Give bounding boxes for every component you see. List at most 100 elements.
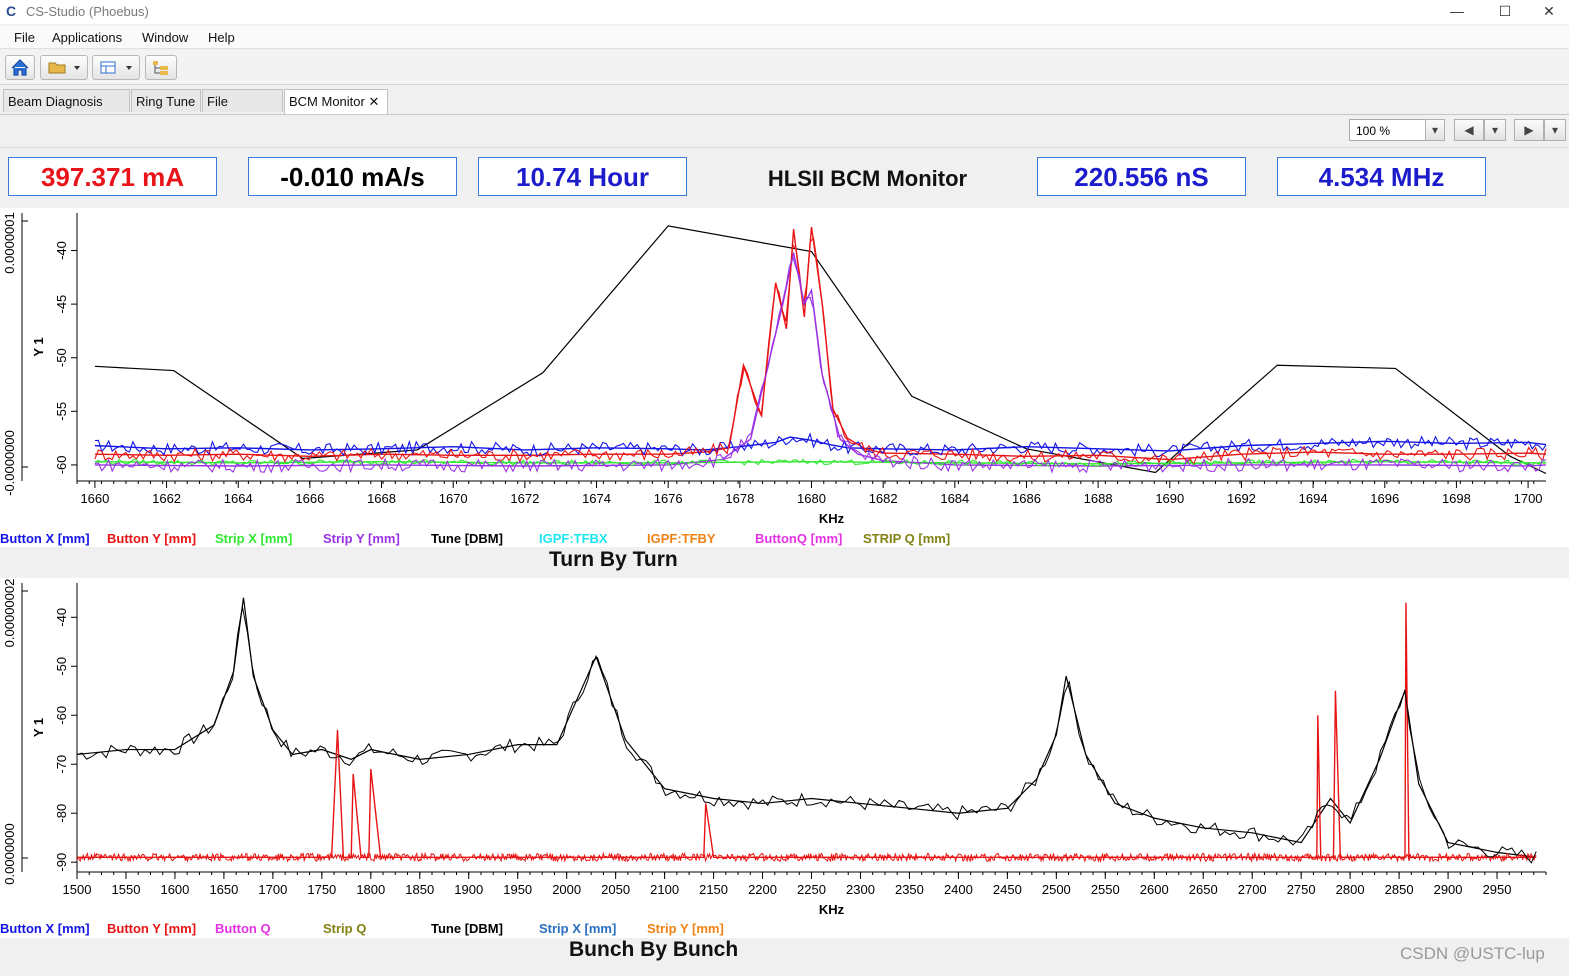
series-line	[77, 602, 1537, 859]
x-tick-label: 1850	[405, 882, 434, 897]
y-tick-label: -70	[54, 755, 69, 774]
back-button[interactable]: ◀	[1454, 119, 1484, 141]
x-tick-label: 2100	[650, 882, 679, 897]
x-tick-label: 2600	[1140, 882, 1169, 897]
chevron-down-icon: ▾	[1431, 123, 1439, 137]
menu-file[interactable]: File	[14, 30, 35, 45]
x-tick-label: 1678	[725, 491, 754, 506]
y-axis-label: Y 1	[31, 337, 46, 356]
x-axis-label: KHz	[819, 902, 845, 917]
menu-bar: File Applications Window Help	[0, 26, 1569, 49]
x-tick-label: 2000	[552, 882, 581, 897]
x-tick-label: 1800	[356, 882, 385, 897]
tree-icon	[153, 61, 168, 75]
x-tick-label: 1700	[258, 882, 287, 897]
menu-applications[interactable]: Applications	[52, 30, 123, 45]
x-tick-label: 1694	[1299, 491, 1328, 506]
legend-item: Button Y [mm]	[107, 921, 197, 936]
legend-item: Strip Y [mm]	[323, 531, 400, 546]
legend-item: Strip X [mm]	[539, 921, 617, 936]
x-tick-label: 1696	[1370, 491, 1399, 506]
maximize-button[interactable]: ☐	[1498, 3, 1512, 19]
zoom-value: 100 %	[1356, 124, 1391, 138]
close-window-button[interactable]: ✕	[1543, 3, 1555, 19]
arrow-left-icon: ◀	[1464, 123, 1474, 137]
zoom-select[interactable]: 100 %	[1349, 119, 1445, 141]
home-icon	[11, 59, 29, 76]
x-tick-label: 2300	[846, 882, 875, 897]
chevron-down-icon: ▾	[1551, 123, 1559, 137]
y2-tick-label: -0.0000000	[2, 430, 17, 496]
x-tick-label: 1682	[869, 491, 898, 506]
bunch-by-bunch-legend: Button X [mm] Button Y [mm] Button Q Strip …	[0, 921, 1569, 937]
x-tick-label: 1686	[1012, 491, 1041, 506]
bunch-by-bunch-title: Bunch By Bunch	[569, 938, 739, 961]
series-line	[76, 597, 1537, 858]
x-tick-label: 1650	[209, 882, 238, 897]
page-title: HLSII BCM Monitor	[767, 166, 968, 191]
x-tick-label: 2150	[699, 882, 728, 897]
tab-ring-tune[interactable]: Ring Tune	[131, 89, 201, 112]
y-tick-label: -60	[54, 456, 69, 475]
back-history-button[interactable]: ▾	[1484, 119, 1506, 141]
lifetime-readout: 10.74 Hour	[478, 157, 687, 196]
tab-bcm-monitor[interactable]: BCM Monitor ✕	[284, 89, 388, 114]
series-noise-line	[94, 458, 1547, 467]
menu-window[interactable]: Window	[142, 30, 189, 45]
frequency-readout: 4.534 MHz	[1277, 157, 1486, 196]
tab-label: Ring Tune	[136, 94, 196, 109]
tab-close-icon[interactable]: ✕	[368, 94, 380, 109]
series-noise-line	[94, 432, 1547, 458]
series-noise-line	[94, 255, 1547, 474]
series-noise-line	[76, 606, 1537, 864]
legend-item: Tune [DBM]	[431, 921, 503, 936]
x-tick-label: 2700	[1238, 882, 1267, 897]
tab-file-browser[interactable]: File Browser	[202, 89, 283, 132]
x-tick-label: 1692	[1227, 491, 1256, 506]
layout-button[interactable]	[92, 55, 140, 80]
x-tick-label: 2450	[993, 882, 1022, 897]
series-line	[94, 252, 1547, 467]
x-tick-label: 1668	[367, 491, 396, 506]
x-tick-label: 1600	[160, 882, 189, 897]
forward-button[interactable]: ▶	[1514, 119, 1544, 141]
bunch-by-bunch-plot-area: 1500 1550 1600 1650 1700 1750 1800 1850 1900 1950…	[0, 578, 1569, 938]
home-button[interactable]	[5, 55, 35, 80]
x-tick-label: 1750	[307, 882, 336, 897]
y-tick-label: -50	[54, 657, 69, 676]
legend-item: Strip Y [mm]	[647, 921, 724, 936]
minimize-button[interactable]: —	[1450, 3, 1464, 19]
y-tick-label: -80	[54, 804, 69, 823]
x-tick-label: 2050	[601, 882, 630, 897]
zoom-dropdown-button[interactable]: ▾	[1425, 119, 1445, 141]
x-tick-label: 2500	[1042, 882, 1071, 897]
chevron-down-icon: ▾	[1491, 123, 1499, 137]
open-file-button[interactable]	[40, 55, 88, 80]
y-tick-label: -90	[54, 853, 69, 872]
tab-beam-diagnosis-opi[interactable]: Beam Diagnosis OPI	[3, 89, 130, 132]
x-tick-label: 2750	[1287, 882, 1316, 897]
x-tick-label: 1662	[152, 491, 181, 506]
watermark: CSDN @USTC-lup	[1400, 944, 1545, 963]
forward-history-button[interactable]: ▾	[1544, 119, 1566, 141]
y2-tick-label: 0.00000002	[2, 579, 17, 648]
y-tick-label: -55	[54, 402, 69, 421]
window-title: CS-Studio (Phoebus)	[26, 4, 149, 19]
x-tick-label: 1688	[1084, 491, 1113, 506]
menu-help[interactable]: Help	[208, 30, 235, 45]
legend-item: IGPF:TFBY	[647, 531, 716, 546]
y-tick-label: -45	[54, 295, 69, 314]
beam-current-readout: 397.371 mA	[8, 157, 217, 196]
turn-by-turn-legend: Button X [mm] Button Y [mm] Strip X [mm] St…	[0, 531, 1569, 547]
series-line	[94, 226, 1547, 461]
x-tick-label: 1676	[654, 491, 683, 506]
x-axis-label: KHz	[819, 511, 845, 526]
x-tick-label: 2900	[1434, 882, 1463, 897]
bunch-by-bunch-chart[interactable]: 1500 1550 1600 1650 1700 1750 1800 1850 1900 1950…	[0, 578, 1569, 938]
x-tick-label: 1698	[1442, 491, 1471, 506]
x-tick-label: 2350	[895, 882, 924, 897]
x-tick-label: 2850	[1385, 882, 1414, 897]
tree-view-button[interactable]	[145, 55, 177, 80]
turn-by-turn-chart[interactable]: 1660 1662 1664 1666 1668 1670 1672 1674 1676 1678…	[0, 208, 1569, 547]
tab-bar: Beam Diagnosis OPI Ring Tune File Browse…	[0, 88, 1569, 132]
